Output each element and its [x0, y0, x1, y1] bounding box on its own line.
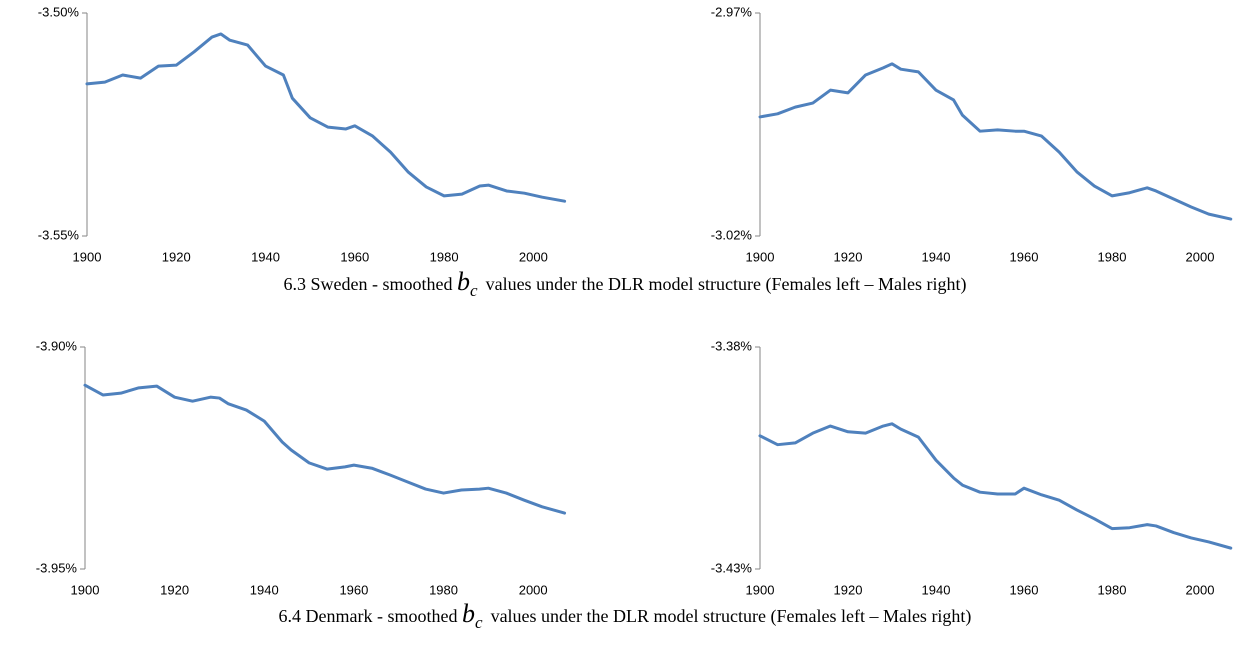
caption-text: values under the DLR model structure (Fe…: [491, 606, 972, 627]
x-tick-label: 1900: [746, 582, 775, 597]
x-tick-label: 1980: [429, 582, 458, 597]
x-tick-label: 2000: [519, 249, 548, 264]
x-tick-label: 1920: [834, 249, 863, 264]
x-tick-label: 1900: [73, 249, 102, 264]
caption-subscript: c: [470, 281, 478, 300]
chart: -3.43% -3.38% 1900 1920 1940 1960 1980 2000: [711, 338, 1233, 597]
x-tick-label: 1940: [922, 582, 951, 597]
y-tick-label: -3.95%: [36, 560, 78, 575]
x-tick-label: 1980: [430, 249, 459, 264]
chart: -3.95% -3.90% 1900 1920 1940 1960 1980 2000: [36, 338, 567, 597]
chart: -3.55% -3.50% 1900 1920 1940 1960 1980 2000: [38, 4, 567, 264]
y-tick-label: -3.55%: [38, 227, 80, 242]
caption-symbol: b: [462, 599, 475, 628]
caption-symbol: b: [457, 267, 470, 296]
y-tick-label: -2.97%: [711, 4, 753, 19]
x-tick-label: 1980: [1098, 249, 1127, 264]
x-tick-label: 2000: [1186, 249, 1215, 264]
x-tick-label: 1940: [250, 582, 279, 597]
line: [85, 32, 567, 203]
x-tick-label: 1960: [1010, 249, 1039, 264]
x-tick-label: 2000: [1186, 582, 1215, 597]
caption: 6.3 Sweden - smoothed bc values under the…: [284, 267, 967, 300]
caption-text: 6.3 Sweden - smoothed: [284, 274, 453, 294]
x-tick-label: 1940: [922, 249, 951, 264]
x-tick-label: 1980: [1098, 582, 1127, 597]
caption-text: 6.4 Denmark - smoothed: [279, 606, 458, 626]
x-tick-label: 1960: [340, 249, 369, 264]
x-tick-label: 2000: [519, 582, 548, 597]
line: [83, 383, 567, 515]
x-tick-label: 1920: [162, 249, 191, 264]
x-tick-label: 1900: [746, 249, 775, 264]
y-tick-label: -3.02%: [711, 227, 753, 242]
y-tick-label: -3.43%: [711, 560, 753, 575]
line: [758, 422, 1233, 550]
caption-subscript: c: [475, 613, 483, 632]
y-tick-label: -3.38%: [711, 338, 753, 353]
chart: -3.02% -2.97% 1900 1920 1940 1960 1980 2000: [711, 4, 1233, 264]
y-tick-label: -3.50%: [38, 4, 80, 19]
x-tick-label: 1940: [251, 249, 280, 264]
x-tick-label: 1900: [71, 582, 100, 597]
caption-text: values under the DLR model structure (Fe…: [486, 274, 967, 295]
y-tick-label: -3.90%: [36, 338, 78, 353]
line: [758, 62, 1233, 221]
x-tick-label: 1920: [160, 582, 189, 597]
x-tick-label: 1920: [834, 582, 863, 597]
caption: 6.4 Denmark - smoothed bc values under th…: [279, 599, 972, 632]
x-tick-label: 1960: [339, 582, 368, 597]
x-tick-label: 1960: [1010, 582, 1039, 597]
